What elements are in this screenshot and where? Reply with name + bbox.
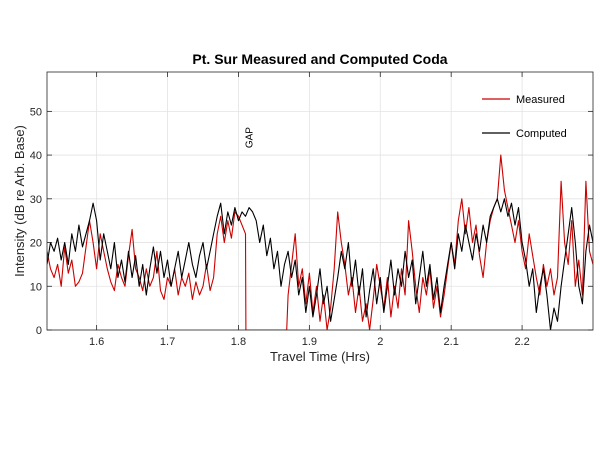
x-tick-label: 2.2 bbox=[514, 336, 529, 348]
x-axis-ticks: 1.6 1.7 1.8 1.9 2 2.1 2.2 bbox=[89, 72, 530, 348]
series-layer bbox=[47, 154, 593, 330]
plot-frame bbox=[46, 71, 594, 331]
legend: Measured Computed bbox=[482, 94, 567, 140]
legend-label-computed: Computed bbox=[516, 128, 567, 140]
x-tick-label: 1.6 bbox=[89, 336, 104, 348]
legend-label-measured: Measured bbox=[516, 94, 565, 106]
x-tick-label: 1.9 bbox=[302, 336, 317, 348]
y-axis-title: Intensity (dB re Arb. Base) bbox=[12, 125, 27, 277]
y-tick-label: 40 bbox=[30, 150, 42, 162]
x-tick-label: 2 bbox=[377, 336, 383, 348]
series-line-computed bbox=[47, 198, 593, 330]
y-tick-label: 20 bbox=[30, 238, 42, 250]
gap-annotation: GAP bbox=[245, 127, 256, 148]
y-tick-label: 50 bbox=[30, 106, 42, 118]
series-line-measured bbox=[47, 154, 593, 330]
annotations: GAP bbox=[245, 127, 256, 148]
x-tick-label: 1.7 bbox=[160, 336, 175, 348]
chart-title: Pt. Sur Measured and Computed Coda bbox=[192, 51, 447, 67]
y-axis-ticks: 0 10 20 30 40 50 bbox=[30, 106, 593, 337]
y-tick-label: 10 bbox=[30, 281, 42, 293]
x-tick-label: 1.8 bbox=[231, 336, 246, 348]
x-axis-title: Travel Time (Hrs) bbox=[270, 349, 370, 364]
x-tick-label: 2.1 bbox=[444, 336, 459, 348]
y-tick-label: 0 bbox=[36, 325, 42, 337]
y-tick-label: 30 bbox=[30, 194, 42, 206]
